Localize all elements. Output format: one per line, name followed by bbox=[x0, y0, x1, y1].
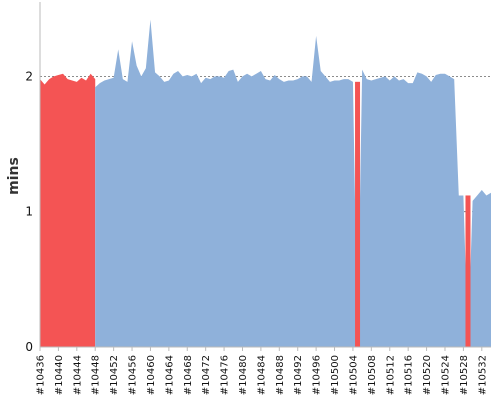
y-tick-label: 1 bbox=[25, 205, 33, 219]
area-series-ok-1 bbox=[95, 19, 491, 348]
x-tick-label: #10496 bbox=[312, 355, 323, 395]
y-axis-ticks: 0 1 2 bbox=[25, 69, 33, 354]
x-tick-label: #10504 bbox=[348, 355, 359, 395]
area-series bbox=[40, 19, 491, 348]
y-tick-label: 2 bbox=[25, 69, 33, 83]
x-tick-label: #10472 bbox=[201, 355, 212, 395]
x-tick-label: #10460 bbox=[146, 355, 157, 395]
x-axis-ticks: #10436 #10440 #10444 #10448 #10452 #10456 #104… bbox=[36, 347, 488, 395]
x-tick-label: #10480 bbox=[238, 355, 249, 395]
y-tick-label: 0 bbox=[25, 340, 33, 354]
x-tick-label: #10516 bbox=[404, 355, 415, 395]
axes bbox=[39, 2, 491, 348]
x-tick-label: #10500 bbox=[330, 355, 341, 395]
x-tick-label: #10488 bbox=[275, 355, 286, 395]
x-tick-label: #10440 bbox=[54, 355, 65, 395]
fail-spike-0 bbox=[355, 81, 361, 347]
area-series-fail-0 bbox=[40, 73, 96, 348]
y-axis-title: mins bbox=[6, 157, 22, 195]
x-tick-label: #10528 bbox=[459, 355, 470, 395]
x-tick-label: #10532 bbox=[477, 355, 488, 395]
fail-spike-1 bbox=[465, 195, 471, 347]
x-tick-label: #10508 bbox=[367, 355, 378, 395]
x-tick-label: #10444 bbox=[72, 355, 83, 395]
x-tick-label: #10464 bbox=[164, 355, 175, 395]
x-tick-label: #10456 bbox=[128, 355, 139, 395]
x-tick-label: #10484 bbox=[256, 355, 267, 395]
x-tick-label: #10476 bbox=[220, 355, 231, 395]
x-tick-label: #10524 bbox=[440, 355, 451, 395]
x-tick-label: #10468 bbox=[183, 355, 194, 395]
x-tick-label: #10448 bbox=[91, 355, 102, 395]
x-tick-label: #10452 bbox=[109, 355, 120, 395]
x-tick-label: #10436 bbox=[36, 355, 47, 395]
x-tick-label: #10520 bbox=[422, 355, 433, 395]
x-tick-label: #10492 bbox=[293, 355, 304, 395]
x-tick-label: #10512 bbox=[385, 355, 396, 395]
